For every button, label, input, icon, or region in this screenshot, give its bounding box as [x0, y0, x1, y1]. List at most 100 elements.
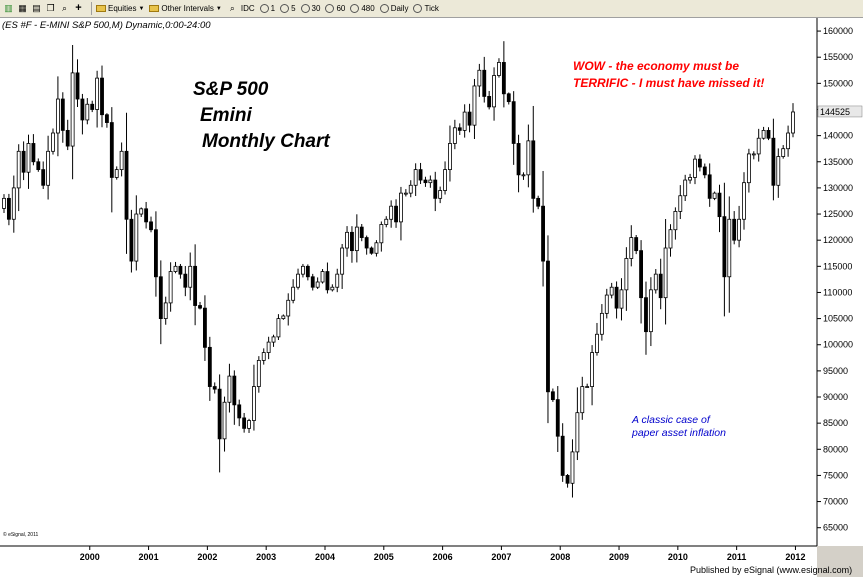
- candle-up: [609, 286, 614, 296]
- candle-up: [301, 265, 305, 275]
- candle-up: [11, 187, 16, 220]
- candle-up: [55, 98, 60, 134]
- candle-down: [350, 231, 354, 252]
- tick-button[interactable]: Tick: [413, 4, 439, 13]
- chart-area[interactable]: 65000 70000 75000 80000 85000 90000 95000 10000…: [0, 18, 863, 577]
- circle-icon: [413, 4, 423, 13]
- candle-down: [644, 297, 648, 333]
- x-year-label: 2003: [256, 552, 276, 562]
- plot-background: [0, 18, 817, 546]
- candle-down: [305, 265, 310, 278]
- wow-annotation-line-2: TERRIFIC - I must have missed it!: [573, 76, 764, 90]
- y-tick-label: 120000: [823, 235, 853, 245]
- last-price-tag: 144525: [817, 105, 863, 118]
- daily-button[interactable]: Daily: [379, 4, 408, 13]
- candle-up: [595, 333, 599, 353]
- toolbar: ▥ ▦ ▤ ❐ ⌕ + Equities ▼ Other Intervals ▼ ⌕…: [0, 0, 863, 18]
- x-year-label: 2012: [785, 552, 805, 562]
- interval-60-button[interactable]: 60: [325, 4, 345, 13]
- candle-down: [531, 140, 536, 199]
- candle-up: [252, 386, 256, 421]
- classic-annotation-line-2: paper asset inflation: [631, 427, 726, 439]
- footer-text: Published by eSignal (www.esignal.com): [690, 565, 852, 575]
- candle-down: [766, 129, 771, 139]
- candle-down: [217, 388, 222, 440]
- symbol-label: IDC: [240, 4, 255, 13]
- interval-480-button[interactable]: 480: [350, 4, 375, 13]
- candle-down: [65, 129, 70, 147]
- x-year-label: 2002: [197, 552, 217, 562]
- candle-up: [95, 77, 100, 110]
- search-icon: ⌕: [229, 3, 235, 13]
- candle-down: [457, 127, 462, 131]
- candle-down: [109, 122, 114, 178]
- candle-up: [781, 148, 786, 157]
- candle-up: [629, 237, 634, 259]
- x-year-label: 2006: [433, 552, 453, 562]
- zoom-icon[interactable]: ⌕: [61, 3, 68, 13]
- candle-down: [506, 93, 511, 103]
- x-year-label: 2000: [80, 552, 100, 562]
- interval-1-button[interactable]: 1: [259, 4, 275, 13]
- candle-down: [707, 174, 712, 199]
- candle-up: [712, 192, 717, 199]
- candle-up: [668, 229, 673, 249]
- candle-down: [541, 205, 545, 262]
- candle-up: [320, 271, 325, 283]
- folder-icon: [96, 5, 106, 12]
- candle-up: [497, 62, 501, 76]
- chart-bars-icon[interactable]: ▥: [4, 3, 13, 13]
- pages-icon[interactable]: ❐: [46, 3, 55, 13]
- symbol-button[interactable]: ⌕ IDC: [227, 3, 255, 14]
- equities-menu[interactable]: Equities ▼: [96, 4, 144, 13]
- y-tick-label: 150000: [823, 78, 853, 88]
- candle-up: [688, 177, 693, 181]
- candle-down: [41, 169, 46, 186]
- interval-label: 30: [311, 4, 321, 13]
- candle-up: [526, 140, 531, 176]
- candle-down: [501, 62, 506, 95]
- x-year-label: 2008: [550, 552, 570, 562]
- y-tick-label: 140000: [823, 131, 853, 141]
- circle-icon: [259, 4, 269, 13]
- candle-down: [394, 205, 398, 223]
- candle-down: [193, 265, 198, 306]
- intervals-menu[interactable]: Other Intervals ▼: [149, 4, 222, 13]
- candle-down: [198, 305, 202, 309]
- candle-up: [330, 286, 335, 291]
- candle-down: [433, 179, 438, 199]
- chart-svg[interactable]: 65000 70000 75000 80000 85000 90000 95000 10000…: [0, 18, 863, 577]
- candle-up: [266, 341, 271, 353]
- candle-down: [487, 96, 492, 108]
- interval-5-button[interactable]: 5: [280, 4, 296, 13]
- candle-down: [717, 192, 722, 218]
- candle-up: [452, 127, 457, 144]
- candle-down: [550, 391, 555, 401]
- interval-30-button[interactable]: 30: [300, 4, 321, 13]
- candle-down: [129, 218, 134, 262]
- grid-icon[interactable]: ▦: [18, 3, 27, 13]
- wow-annotation-line-1: WOW - the economy must be: [573, 59, 739, 73]
- candle-up: [751, 153, 756, 156]
- candle-up: [737, 218, 742, 241]
- candle-up: [492, 75, 496, 108]
- add-icon[interactable]: +: [75, 2, 82, 14]
- circle-icon: [325, 4, 335, 13]
- candle-up: [374, 242, 379, 254]
- candle-down: [639, 250, 643, 299]
- candle-up: [134, 213, 139, 262]
- candle-up: [742, 182, 746, 220]
- candle-down: [310, 276, 315, 288]
- candle-down: [6, 197, 11, 220]
- candle-up: [173, 265, 178, 272]
- candle-up: [335, 273, 340, 288]
- x-year-label: 2010: [668, 552, 688, 562]
- candle-up: [276, 318, 281, 338]
- candle-down: [154, 229, 158, 278]
- candle-down: [212, 386, 217, 390]
- circle-icon: [280, 4, 290, 13]
- page-icon[interactable]: ▤: [32, 3, 41, 13]
- candle-down: [100, 77, 104, 116]
- title-line-1: S&P 500: [193, 79, 269, 100]
- candle-down: [702, 166, 707, 176]
